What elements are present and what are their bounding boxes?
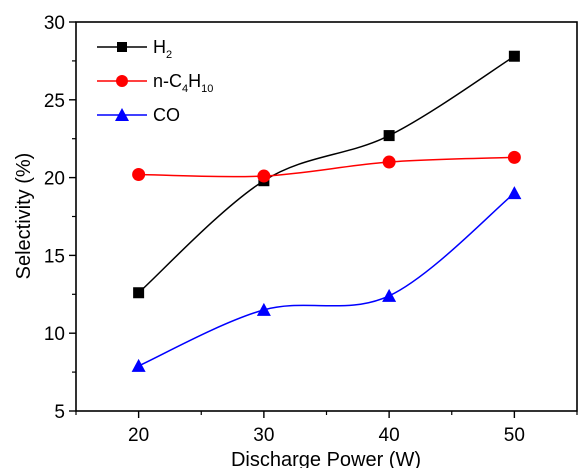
plot-area-border bbox=[75, 21, 578, 412]
legend: H2 n-C4H10 CO bbox=[97, 37, 213, 125]
point-n-c4h10-50 bbox=[507, 150, 521, 164]
y-tick-label-15: 15 bbox=[44, 246, 65, 267]
legend-label-co: CO bbox=[153, 105, 180, 125]
point-co-50 bbox=[507, 186, 522, 200]
x-tick-label-40: 40 bbox=[379, 425, 400, 446]
point-n-c4h10-30 bbox=[257, 169, 271, 183]
legend-item-h2: H2 bbox=[97, 37, 172, 61]
point-h2-20 bbox=[133, 287, 145, 299]
y-tick-label-5: 5 bbox=[54, 402, 65, 423]
y-tick-label-10: 10 bbox=[44, 324, 65, 345]
x-tick-label-20: 20 bbox=[128, 425, 149, 446]
y-axis-title: Selectivity (%) bbox=[13, 153, 35, 280]
legend-marker-h2 bbox=[117, 42, 127, 52]
axis-tick-labels: 20 30 40 50 5 10 15 20 25 30 bbox=[44, 13, 525, 446]
legend-marker-co bbox=[115, 108, 129, 121]
y-tick-label-30: 30 bbox=[44, 13, 65, 34]
point-co-20 bbox=[131, 358, 146, 372]
point-n-c4h10-20 bbox=[132, 167, 146, 181]
x-tick-label-50: 50 bbox=[504, 425, 525, 446]
legend-item-n-c4h10: n-C4H10 bbox=[97, 71, 213, 95]
point-co-30 bbox=[256, 302, 271, 316]
legend-item-co: CO bbox=[97, 105, 180, 125]
point-h2-50 bbox=[508, 50, 520, 62]
legend-marker-n-c4h10 bbox=[116, 75, 128, 87]
axis-ticks bbox=[69, 21, 578, 418]
legend-label-h2: H2 bbox=[153, 37, 172, 61]
y-tick-label-25: 25 bbox=[44, 91, 65, 112]
y-tick-label-20: 20 bbox=[44, 169, 65, 190]
x-axis-title: Discharge Power (W) bbox=[231, 449, 421, 468]
curve-n-c4h10 bbox=[138, 156, 515, 178]
legend-label-n-c4h10: n-C4H10 bbox=[153, 71, 213, 95]
point-co-40 bbox=[382, 288, 397, 302]
plot-frame bbox=[75, 21, 578, 412]
x-tick-label-30: 30 bbox=[253, 425, 274, 446]
curve-co bbox=[138, 192, 515, 367]
point-h2-40 bbox=[383, 130, 395, 142]
series-markers bbox=[131, 50, 522, 372]
point-n-c4h10-40 bbox=[382, 155, 396, 169]
curve-h2 bbox=[138, 55, 515, 294]
series-curves bbox=[138, 55, 515, 367]
